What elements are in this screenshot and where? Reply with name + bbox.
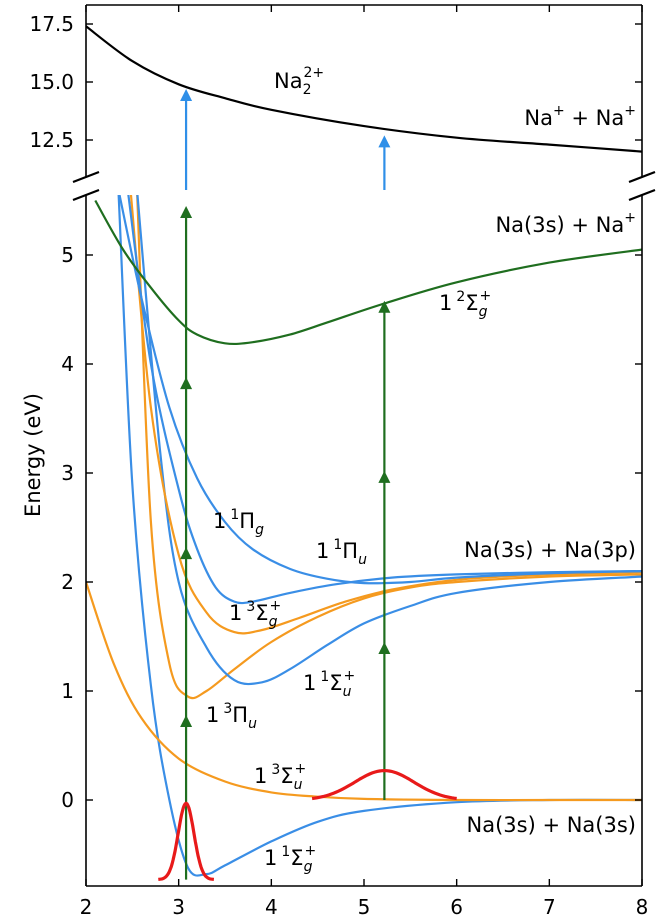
curve-4 (136, 195, 642, 686)
curve-7 (118, 195, 642, 585)
wavepacket-2 (311, 768, 457, 801)
label-d1Pg: 1 1Πg (213, 507, 264, 538)
x-tick-label-4: 5 (358, 895, 371, 919)
lower-curves (86, 195, 642, 877)
ionization-arrowhead-1 (180, 88, 193, 101)
label-c3Sg: 1 3Σg+ (229, 598, 281, 630)
curve-1 (117, 195, 642, 877)
label-dication: Na22+ (274, 65, 324, 98)
wavepacket-1 (158, 801, 215, 881)
label-B1Pu: 1 1Πu (316, 537, 367, 568)
photon-arrowhead-1-4 (180, 205, 193, 218)
label-A1Su: 1 1Σu+ (303, 668, 355, 700)
label-b3Pu: 1 3Πu (206, 701, 257, 732)
label-x1Sg: 1 1Σg+ (264, 843, 316, 875)
wavepackets (158, 768, 457, 881)
y-tick-label-upper-3: 17.5 (29, 12, 74, 36)
curve-3 (136, 195, 642, 700)
y-tick-label-6: 5 (61, 243, 74, 267)
upper-curves (86, 25, 642, 153)
x-tick-label-3: 4 (265, 895, 278, 919)
asymptote-ground: Na(3s) + Na(3s) (467, 813, 636, 837)
curve-8 (94, 199, 642, 346)
axis-break-mark-2 (72, 188, 100, 202)
ionization-arrowhead-2 (378, 135, 391, 148)
curve-5 (129, 195, 642, 635)
y-tick-label-3: 2 (61, 570, 74, 594)
y-tick-label-upper-1: 12.5 (29, 128, 74, 152)
x-tick-label-6: 7 (543, 895, 556, 919)
curve-2 (86, 581, 642, 802)
x-tick-label-5: 6 (450, 895, 463, 919)
axis-break-mark-1 (72, 170, 100, 184)
x-tick-label-2: 3 (172, 895, 185, 919)
photon-arrowhead-2-3 (378, 300, 391, 313)
y-tick-label-1: 0 (61, 788, 74, 812)
asymptote-ion: Na(3s) + Na+ (495, 210, 636, 237)
photon-arrowhead-1-3 (180, 377, 193, 390)
curve-9 (86, 25, 642, 153)
label-a3Su: 1 3Σu+ (254, 761, 306, 793)
y-axis-label: Energy (eV) (21, 393, 45, 517)
photon-arrowhead-2-1 (378, 641, 391, 654)
curve-6 (127, 195, 642, 605)
y-tick-label-upper-2: 15.0 (29, 70, 74, 94)
axis-break-mark-3 (628, 170, 656, 184)
photon-arrowhead-2-2 (378, 470, 391, 483)
excitation-arrows (180, 88, 391, 880)
label-ion2Sg: 1 2Σg+ (439, 288, 491, 320)
asymptote-dication: Na+ + Na+ (524, 103, 636, 130)
x-tick-label-1: 2 (80, 895, 93, 919)
y-tick-label-4: 3 (61, 461, 74, 485)
axis-ticks: 2 3 4 5 6 7 8 0 1 2 3 4 5 12.5 15.0 17.5 (29, 5, 648, 919)
asymptote-excited: Na(3s) + Na(3p) (464, 538, 636, 562)
y-tick-label-2: 1 (61, 679, 74, 703)
photon-arrowhead-1-2 (180, 547, 193, 560)
y-tick-label-5: 4 (61, 352, 74, 376)
axis-break-mark-4 (628, 188, 656, 202)
photon-arrowhead-1-1 (180, 714, 193, 727)
x-tick-label-7: 8 (636, 895, 649, 919)
